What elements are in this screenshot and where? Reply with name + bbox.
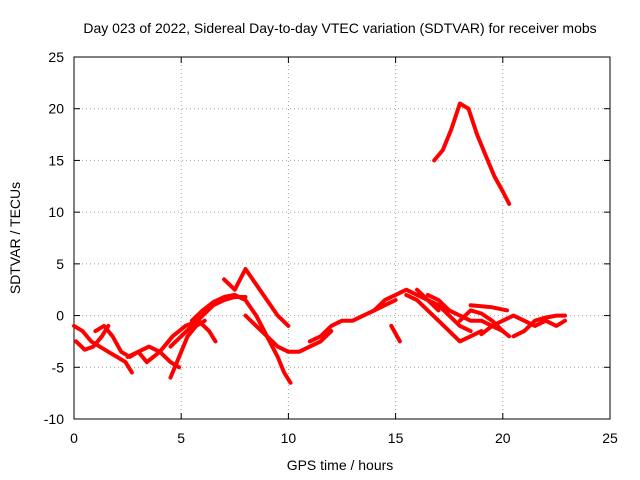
chart-title: Day 023 of 2022, Sidereal Day-to-day VTE…: [83, 20, 596, 36]
axis-ticks: 0 5 10 15 20 25 -10 -5 0 5 10 15 20 25: [44, 49, 618, 446]
series-arc-6: [144, 318, 218, 365]
x-tick-label: 0: [70, 430, 78, 446]
y-tick-label: -10: [44, 411, 64, 427]
series-arc-18: [479, 313, 567, 337]
x-tick-label: 20: [495, 430, 511, 446]
series-arc-9: [222, 267, 291, 328]
series-arc-20: [468, 303, 510, 313]
plot-frame: [73, 56, 611, 420]
x-tick-label: 5: [177, 430, 185, 446]
series-arc-10: [243, 313, 334, 354]
x-tick-label: 15: [388, 430, 404, 446]
y-tick-label: 0: [56, 308, 64, 324]
series-arc-19: [511, 313, 567, 339]
series-arc-8: [189, 292, 293, 385]
series-arc-1: [72, 323, 134, 375]
series-arc-4: [125, 344, 182, 370]
series-arc-21: [432, 101, 512, 206]
series-arc-14: [404, 292, 484, 344]
series-arc-5: [168, 318, 207, 380]
y-tick-label: 10: [48, 204, 64, 220]
series-arc-11: [307, 298, 398, 344]
x-axis-label: GPS time / hours: [287, 457, 394, 473]
series-arc-2: [74, 323, 111, 352]
y-tick-label: 20: [48, 101, 64, 117]
y-tick-label: 5: [56, 256, 64, 272]
series-arc-17: [457, 308, 512, 339]
grid: [74, 57, 610, 419]
series-group: [72, 101, 567, 385]
y-tick-label: 15: [48, 152, 64, 168]
y-axis-label: SDTVAR / TECUs: [7, 182, 23, 294]
y-tick-label: 25: [48, 49, 64, 65]
x-tick-label: 10: [281, 430, 297, 446]
y-tick-label: -5: [52, 359, 65, 375]
series-arc-15: [415, 287, 473, 334]
x-tick-label: 25: [602, 430, 618, 446]
series-arc-7: [168, 295, 248, 349]
series-arc-13: [389, 323, 402, 344]
